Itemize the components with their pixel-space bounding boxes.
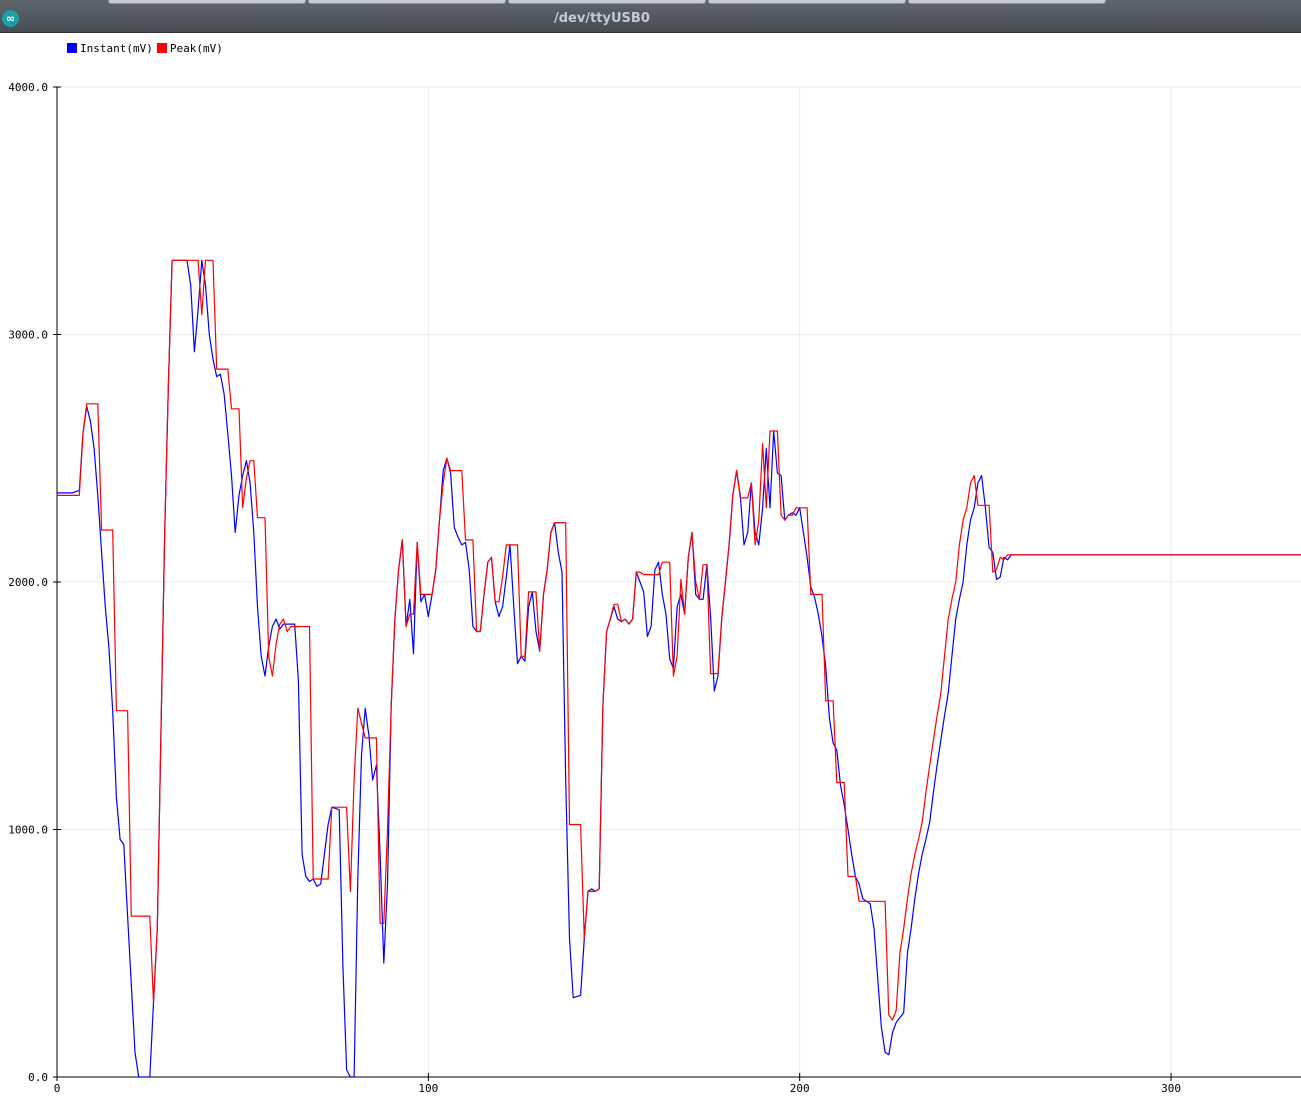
x-tick-label: 100 [418,1082,438,1095]
legend-label: Peak(mV) [169,41,223,55]
x-tick-label: 200 [790,1082,810,1095]
editor-tab[interactable] [508,0,706,4]
legend-swatch [156,43,167,53]
legend-item: Instant(mV) [67,42,153,55]
legend-swatch [67,43,77,53]
y-tick-label: 1000.0 [8,824,48,837]
window-titlebar: ∞ /dev/ttyUSB0 [0,0,1301,33]
editor-tab[interactable] [108,0,306,4]
x-tick-label: 300 [1161,1082,1181,1095]
editor-tab[interactable] [308,0,506,4]
legend-label: Instant(mV) [80,41,153,55]
y-tick-label: 2000.0 [8,576,48,589]
chart-legend: Instant(mV) Peak(mV) [67,38,227,55]
y-tick-label: 4000.0 [8,81,48,94]
y-tick-label: 0.0 [28,1071,48,1084]
series-line-instant [57,259,1301,1078]
legend-item: Peak(mV) [156,41,223,55]
series-line-peak [57,259,1301,1021]
editor-tab[interactable] [908,0,1106,4]
editor-tab[interactable] [708,0,906,4]
x-tick-label: 0 [54,1082,61,1095]
window-title: /dev/ttyUSB0 [554,11,650,26]
arduino-logo-icon: ∞ [2,10,19,27]
y-tick-label: 3000.0 [8,329,48,342]
